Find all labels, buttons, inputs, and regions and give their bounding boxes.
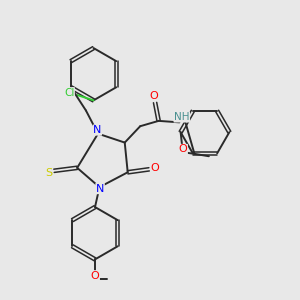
Text: N: N xyxy=(96,184,104,194)
Text: O: O xyxy=(178,144,188,154)
Text: N: N xyxy=(93,125,102,135)
Text: NH: NH xyxy=(174,112,190,122)
Text: O: O xyxy=(91,271,99,281)
Text: Cl: Cl xyxy=(64,88,74,98)
Text: S: S xyxy=(45,168,52,178)
Text: O: O xyxy=(151,163,159,173)
Text: O: O xyxy=(149,91,158,101)
